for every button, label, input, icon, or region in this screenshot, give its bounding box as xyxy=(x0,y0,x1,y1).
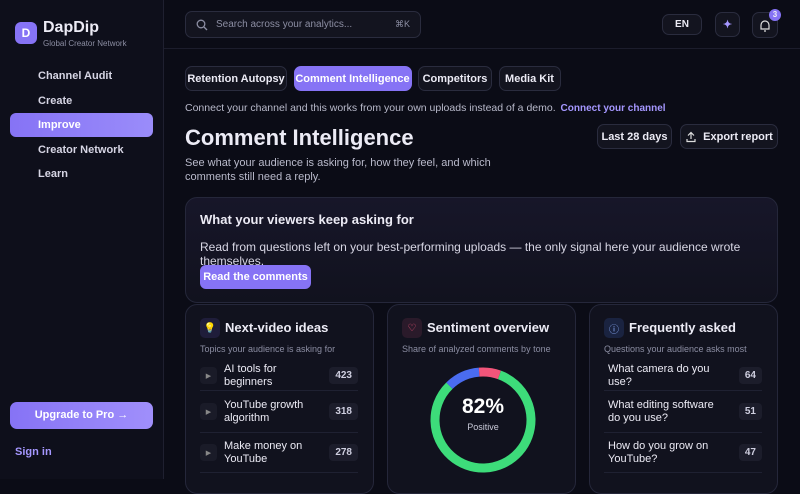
sidebar: D DapDip Global Creator Network Channel … xyxy=(0,0,164,479)
notice-text: Connect your channel and this works from… xyxy=(185,102,556,114)
row-label: What camera do you use? xyxy=(608,362,710,388)
row-icon: ▶ xyxy=(200,403,217,420)
nav-item[interactable]: Creator Network xyxy=(38,143,124,156)
search-placeholder: Search across your analytics... xyxy=(216,19,353,30)
hero-text: Read from questions left on your best-pe… xyxy=(200,240,741,268)
list-row[interactable]: ▶ AI tools for beginners 423 xyxy=(200,361,358,391)
row-icon: ▶ xyxy=(200,367,217,384)
nav-item[interactable]: Channel Audit xyxy=(38,70,113,82)
tagline: Global Creator Network xyxy=(43,39,127,48)
upgrade-button[interactable]: Upgrade to Pro → xyxy=(10,402,153,429)
row-left: What editing software do you use? xyxy=(604,399,724,425)
sentiment-icon: ♡ xyxy=(402,318,422,338)
list-row[interactable]: How do you grow on YouTube? 47 xyxy=(604,433,762,473)
nav-item[interactable]: Learn xyxy=(38,168,68,181)
range-button[interactable]: Last 28 days xyxy=(597,124,672,149)
sign-in[interactable]: Sign in xyxy=(15,446,52,458)
faq-subtitle: Questions your audience asks most xyxy=(604,344,747,354)
tab[interactable]: Retention Autopsy xyxy=(185,66,287,91)
page-title: Comment Intelligence xyxy=(185,125,414,150)
donut-segment xyxy=(430,367,536,473)
nav-item[interactable]: Create xyxy=(38,94,73,107)
list-row[interactable]: ▶ Make money on YouTube 278 xyxy=(200,433,358,473)
row-left: What camera do you use? xyxy=(604,363,724,389)
row-count: 51 xyxy=(738,403,762,420)
search-icon xyxy=(196,19,208,30)
export-button[interactable]: Export report xyxy=(680,124,778,149)
row-left: How do you grow on YouTube? xyxy=(604,440,724,466)
row-count: 278 xyxy=(329,444,358,461)
row-icon: ▶ xyxy=(200,444,217,461)
nav-item[interactable]: Improve xyxy=(10,113,153,138)
list-row[interactable]: What camera do you use? 64 xyxy=(604,361,762,391)
notice: Connect your channel and this works from… xyxy=(185,102,666,114)
export-icon xyxy=(686,131,696,142)
donut-chart: 82% Positive xyxy=(430,367,536,473)
logo[interactable]: D xyxy=(15,22,37,44)
donut-value: 82% xyxy=(462,395,504,418)
sentiment-title: Sentiment overview xyxy=(427,320,550,335)
notification-badge: 3 xyxy=(769,9,781,21)
hero-card: What your viewers keep asking for Read f… xyxy=(185,197,778,303)
shortcut: ⌘K xyxy=(394,19,410,29)
divider xyxy=(164,48,800,49)
row-label: AI tools for beginners xyxy=(224,362,277,388)
ideas-icon: 💡 xyxy=(200,318,220,338)
row-label: How do you grow on YouTube? xyxy=(608,439,709,465)
row-count: 318 xyxy=(329,403,358,420)
row-label: What editing software do you use? xyxy=(608,398,714,424)
donut-segment xyxy=(430,367,536,473)
row-count: 423 xyxy=(329,367,358,384)
export-label: Export report xyxy=(703,130,773,143)
sparkle-button[interactable]: ✦ xyxy=(715,12,740,37)
tab[interactable]: Media Kit xyxy=(498,66,561,91)
hero-button[interactable]: Read the comments xyxy=(200,265,311,289)
faq-card: ⓘ Frequently asked Questions your audien… xyxy=(589,304,778,494)
row-count: 47 xyxy=(738,444,762,461)
ideas-card: 💡 Next-video ideas Topics your audience … xyxy=(185,304,374,494)
bell-icon xyxy=(760,19,770,32)
search[interactable]: Search across your analytics... ⌘K xyxy=(185,11,421,38)
hero-title: What your viewers keep asking for xyxy=(200,212,414,227)
donut-caption: Positive xyxy=(467,422,499,432)
sentiment-subtitle: Share of analyzed comments by tone xyxy=(402,344,551,354)
list-row[interactable]: What editing software do you use? 51 xyxy=(604,391,762,433)
tab[interactable]: Competitors xyxy=(418,66,492,91)
ideas-subtitle: Topics your audience is asking for xyxy=(200,344,336,354)
faq-icon: ⓘ xyxy=(604,318,624,338)
language[interactable]: EN xyxy=(662,14,702,35)
row-label: YouTube growth algorithm xyxy=(224,398,304,424)
row-left: ▶ AI tools for beginners xyxy=(200,363,320,389)
faq-title: Frequently asked xyxy=(629,320,736,335)
row-left: ▶ Make money on YouTube xyxy=(200,440,320,466)
list-row[interactable]: ▶ YouTube growth algorithm 318 xyxy=(200,391,358,433)
brand: DapDip xyxy=(43,19,99,36)
row-count: 64 xyxy=(738,367,762,384)
ideas-title: Next-video ideas xyxy=(225,320,329,335)
row-label: Make money on YouTube xyxy=(224,439,303,465)
row-left: ▶ YouTube growth algorithm xyxy=(200,399,320,425)
sentiment-card: ♡ Sentiment overview Share of analyzed c… xyxy=(387,304,576,494)
page-subtitle: See what your audience is asking for, ho… xyxy=(185,157,491,183)
donut-segment xyxy=(430,367,536,473)
tab[interactable]: Comment Intelligence xyxy=(293,66,412,91)
connect-link[interactable]: Connect your channel xyxy=(560,103,666,114)
